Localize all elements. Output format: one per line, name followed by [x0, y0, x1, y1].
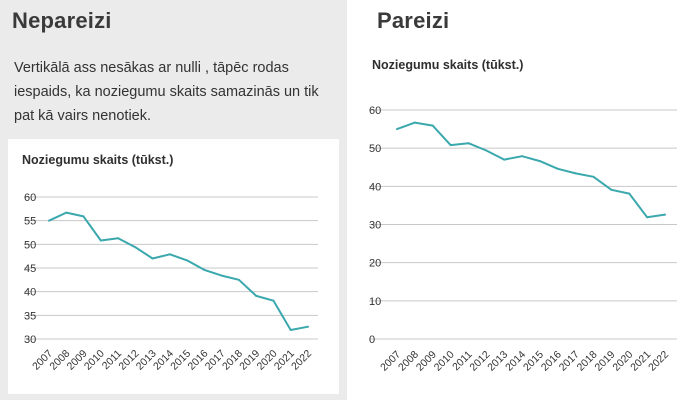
right-data-point: [521, 155, 524, 158]
right-data-point: [556, 167, 559, 170]
right-chart-title: Noziegumu skaits (tūkst.): [372, 58, 524, 72]
left-line-chart: 3035404550556020072008200920102011201220…: [24, 192, 318, 373]
left-y-tick-label: 45: [24, 263, 36, 275]
right-data-point: [396, 128, 398, 131]
right-data-point: [413, 121, 416, 124]
left-data-point: [117, 237, 120, 240]
left-data-point: [48, 219, 50, 222]
right-y-tick-label: 50: [369, 143, 381, 155]
right-panel: Pareizi Noziegumu skaits (tūkst.) 0 10 20 3…: [347, 0, 700, 400]
left-y-tick-label: 40: [24, 287, 36, 299]
right-data-point: [485, 149, 488, 152]
right-y-tick-label: 60: [369, 105, 381, 117]
right-data-point: [574, 172, 577, 175]
right-y-tick-label: 30: [369, 220, 381, 232]
right-data-point: [592, 175, 595, 178]
right-data-point: [467, 142, 470, 145]
left-series-line: [48, 211, 309, 331]
right-y-tick-label: 10: [369, 296, 381, 308]
left-data-point: [168, 253, 171, 256]
left-data-point: [99, 239, 102, 242]
left-data-point: [272, 299, 275, 302]
left-chart-title: Noziegumu skaits (tūkst.): [22, 153, 174, 167]
right-y-tick-label: 40: [369, 181, 381, 193]
right-heading: Pareizi: [377, 8, 450, 33]
right-y-tick-label: 20: [369, 258, 381, 270]
right-y-tick-label: 0: [369, 334, 375, 346]
left-data-point: [151, 257, 154, 260]
left-description: Vertikālā ass nesākas ar nulli , tāpēc r…: [14, 60, 319, 124]
left-data-point: [237, 278, 240, 281]
right-data-point: [628, 192, 631, 195]
left-chart-card: Noziegumu skaits (tūkst.) 30 35 40 45 50 55 60…: [8, 139, 339, 394]
right-data-point: [646, 216, 649, 219]
left-data-point: [289, 329, 292, 332]
left-data-point: [65, 211, 68, 214]
left-y-tick-label: 30: [24, 334, 36, 346]
left-y-tick-label: 35: [24, 310, 36, 322]
left-panel: Nepareizi Vertikālā ass nesākas ar nulli…: [0, 0, 347, 400]
right-x-tick-label: 2022: [646, 349, 671, 374]
left-heading: Nepareizi: [12, 8, 112, 33]
left-data-point: [186, 259, 189, 262]
right-data-point: [538, 160, 541, 163]
left-data-point: [220, 274, 223, 277]
right-data-point: [610, 188, 613, 191]
left-data-point: [307, 325, 309, 328]
right-data-point: [431, 124, 434, 127]
left-x-tick-label: 2022: [289, 348, 314, 373]
right-data-point: [503, 158, 506, 161]
right-series-line: [396, 121, 666, 219]
left-y-tick-label: 50: [24, 239, 36, 251]
left-data-point: [134, 246, 137, 249]
right-line-chart: 0102030405060200720082009201020112012201…: [369, 105, 677, 374]
left-data-point: [203, 268, 206, 271]
left-data-point: [255, 294, 258, 297]
left-y-tick-label: 60: [24, 192, 36, 204]
right-data-point: [449, 144, 452, 147]
left-y-tick-label: 55: [24, 216, 36, 228]
left-data-point: [82, 215, 85, 218]
right-data-point: [664, 213, 666, 216]
